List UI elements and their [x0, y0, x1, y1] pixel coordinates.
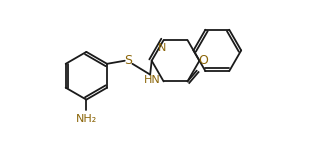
- Text: NH₂: NH₂: [76, 114, 97, 124]
- Text: HN: HN: [144, 75, 161, 85]
- Text: N: N: [158, 43, 166, 53]
- Text: O: O: [198, 54, 208, 67]
- Text: S: S: [125, 54, 132, 67]
